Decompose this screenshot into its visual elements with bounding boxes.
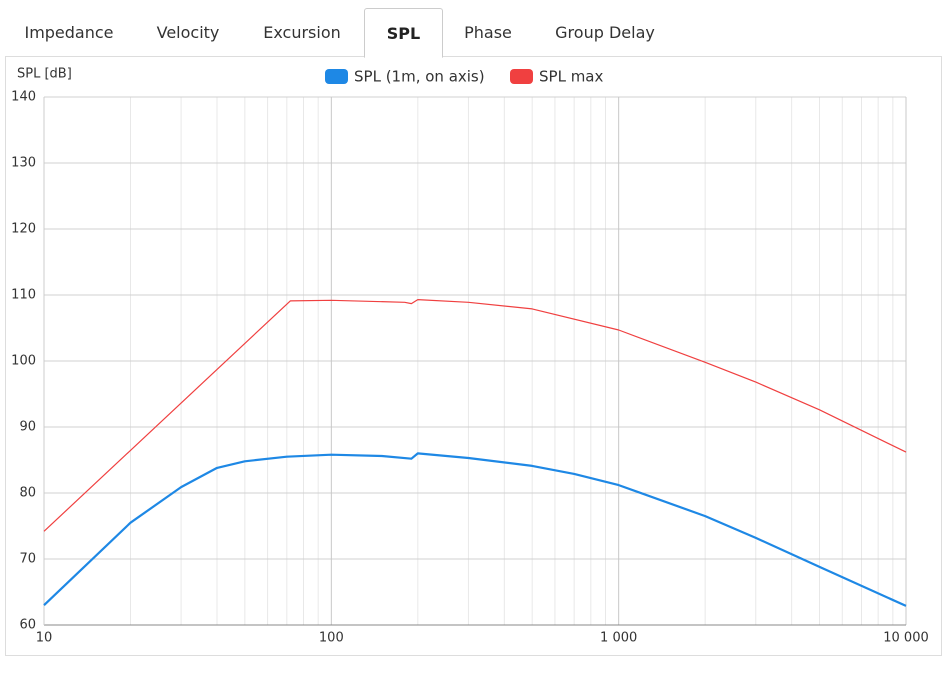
tab[interactable]: Group Delay: [555, 23, 655, 42]
y-axis-label: SPL [dB]: [17, 67, 72, 82]
y-tick-label: 70: [19, 552, 36, 567]
chart-panel: [5, 56, 942, 656]
y-tick-label: 90: [19, 420, 36, 435]
tab[interactable]: SPL: [364, 8, 443, 58]
legend-label: SPL max: [539, 68, 603, 86]
y-tick-label: 110: [11, 288, 36, 303]
y-tick-label: 100: [11, 354, 36, 369]
x-tick-label: 1 000: [600, 631, 637, 646]
tab[interactable]: Impedance: [24, 23, 114, 42]
y-tick-label: 130: [11, 156, 36, 171]
legend-label: SPL (1m, on axis): [354, 68, 485, 86]
series-line: [43, 299, 907, 532]
x-tick-label: 10 000: [883, 631, 929, 646]
y-tick-label: 120: [11, 222, 36, 237]
y-tick-label: 80: [19, 486, 36, 501]
y-tick-label: 60: [19, 618, 36, 633]
x-tick-label: 100: [319, 631, 344, 646]
legend-swatch: [510, 69, 533, 84]
tab[interactable]: Velocity: [156, 23, 220, 42]
tab[interactable]: Phase: [464, 23, 512, 42]
tab[interactable]: Excursion: [263, 23, 341, 42]
legend-swatch: [325, 69, 348, 84]
series-line: [43, 452, 907, 607]
tab-bar: Impedance Velocity Excursion SPL Phase Group …: [0, 0, 952, 58]
x-tick-label: 10: [36, 631, 53, 646]
y-tick-label: 140: [11, 90, 36, 105]
